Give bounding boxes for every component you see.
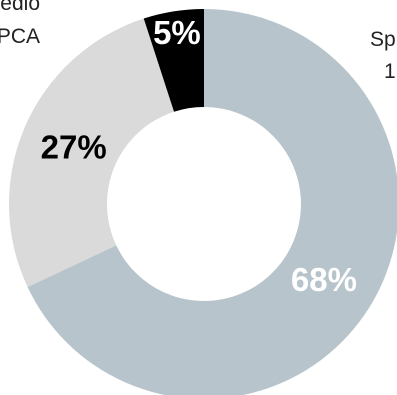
value-label-other: 5%: [153, 14, 201, 51]
slice-label-medio: edio: [0, 0, 40, 15]
value-label-medio: 27%: [41, 129, 107, 166]
slice-spending: [27, 9, 397, 395]
slice-label-spending-line2: 1: [384, 60, 396, 83]
donut-slices: [8, 9, 397, 395]
slice-label-medio-line2: PCA: [0, 25, 40, 48]
slice-other: [143, 9, 204, 112]
slice-medio: [8, 18, 175, 288]
slice-label-spending: Sp: [370, 28, 396, 51]
value-label-spending: 68%: [291, 261, 357, 298]
percent-labels: 68% 27% 5%: [41, 14, 357, 298]
